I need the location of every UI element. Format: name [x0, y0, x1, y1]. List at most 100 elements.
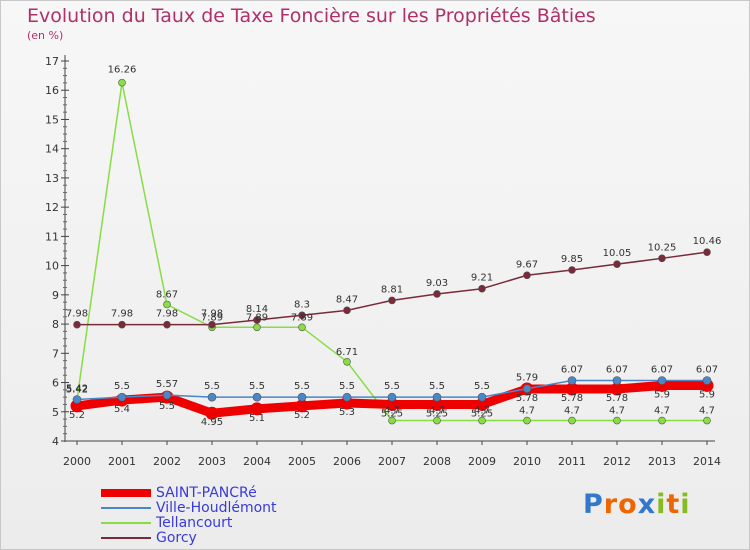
series-1-data-label: 5.5 [429, 381, 445, 392]
series-3-point [343, 306, 351, 315]
series-3-data-label: 10.05 [603, 248, 632, 259]
series-1-point [522, 384, 532, 393]
x-tick-label: 2013 [648, 455, 676, 468]
series-2-data-label: 4.7 [474, 406, 490, 417]
series-3-point [388, 296, 396, 305]
y-tick-label: 15 [45, 113, 59, 126]
series-2-data-label: 7.89 [201, 312, 223, 323]
series-0-data-label: 5.78 [606, 393, 628, 404]
series-2-data-label: 4.7 [654, 406, 670, 417]
logo-letter: i [656, 489, 667, 520]
legend-swatch [101, 522, 151, 524]
series-1-data-label: 6.07 [696, 364, 718, 375]
series-0-data-label: 5.2 [294, 410, 310, 421]
y-tick-label: 7 [52, 347, 59, 360]
series-3-data-label: 9.21 [471, 273, 493, 284]
x-tick-label: 2000 [63, 455, 91, 468]
series-2-data-label: 4.7 [384, 406, 400, 417]
x-tick-label: 2005 [288, 455, 316, 468]
x-tick-label: 2003 [198, 455, 226, 468]
series-3-point [433, 290, 441, 298]
legend-swatch [101, 489, 151, 497]
y-axis-unit-label: (en %) [27, 29, 64, 42]
x-tick-label: 2011 [558, 455, 586, 468]
series-3-point [568, 266, 576, 274]
series-0-data-label: 5.78 [516, 393, 538, 404]
series-1-data-label: 5.57 [156, 379, 178, 390]
y-tick-label: 6 [52, 377, 59, 390]
series-2-point [343, 357, 351, 366]
series-1-point [297, 392, 307, 402]
series-1-data-label: 5.5 [384, 381, 400, 392]
series-2-point [703, 416, 711, 425]
x-tick-label: 2007 [378, 455, 406, 468]
series-2-data-label: 4.7 [699, 406, 715, 417]
series-3-data-label: 7.98 [66, 309, 88, 320]
legend-label: Tellancourt [156, 515, 233, 531]
series-3-point [118, 320, 126, 329]
series-0-point [250, 402, 264, 416]
y-tick-label: 8 [52, 318, 59, 331]
series-2-data-label: 4.7 [429, 406, 445, 417]
y-tick-label: 16 [45, 84, 59, 97]
chart-title: Evolution du Taux de Taxe Foncière sur l… [27, 5, 596, 27]
y-tick-label: 17 [45, 55, 59, 68]
x-tick-label: 2006 [333, 455, 361, 468]
series-2-data-label: 8.67 [156, 289, 178, 300]
series-0-point [70, 399, 84, 413]
x-tick-label: 2008 [423, 455, 451, 468]
series-2-point [568, 416, 576, 425]
logo-letter: t [666, 489, 681, 520]
series-0-point [430, 397, 444, 411]
series-2-point [433, 416, 441, 425]
x-tick-label: 2001 [108, 455, 136, 468]
x-tick-label: 2010 [513, 455, 541, 468]
series-2-data-label: 7.89 [246, 312, 268, 323]
series-0-data-label: 5.4 [114, 404, 130, 415]
series-1-data-label: 6.07 [606, 364, 628, 375]
y-tick-label: 13 [45, 172, 59, 185]
logo-letter: r [603, 489, 619, 520]
series-1-data-label: 5.5 [249, 381, 265, 392]
series-3-point [523, 271, 531, 280]
series-0-data-label: 5.25 [426, 408, 448, 419]
x-tick-label: 2004 [243, 455, 271, 468]
series-3-point [703, 248, 711, 256]
series-1-data-label: 5.79 [516, 373, 538, 384]
x-tick-label: 2014 [693, 455, 721, 468]
series-0-data-label: 5.78 [561, 393, 583, 404]
legend-item: Gorcy [101, 530, 361, 546]
y-tick-label: 9 [52, 289, 59, 302]
series-3-data-label: 9.03 [426, 278, 448, 289]
series-0-data-label: 5.3 [339, 407, 355, 418]
legend-item: Tellancourt [101, 515, 361, 531]
series-3-data-label: 7.98 [156, 309, 178, 320]
series-2-data-label: 4.7 [564, 406, 580, 417]
series-3-data-label: 8.3 [294, 299, 310, 310]
series-3-data-label: 9.67 [516, 259, 538, 270]
series-0-point [205, 406, 219, 420]
series-0-data-label: 5.5 [159, 401, 175, 412]
series-2-data-label: 4.7 [609, 406, 625, 417]
series-2-data-label: 6.71 [336, 347, 358, 358]
y-tick-label: 12 [45, 201, 59, 214]
series-1-point [207, 392, 217, 402]
series-3-point [73, 320, 81, 329]
series-2-point [298, 323, 306, 332]
series-1-data-label: 6.07 [561, 364, 583, 375]
legend-swatch [101, 507, 151, 509]
series-0-data-label: 5.25 [471, 408, 493, 419]
logo-letter: o [618, 489, 638, 520]
series-2-point [118, 78, 126, 87]
series-1-data-label: 5.5 [474, 381, 490, 392]
series-1-point [72, 395, 82, 404]
series-3-point [658, 254, 666, 263]
x-tick-label: 2009 [468, 455, 496, 468]
series-2-point [613, 416, 621, 425]
logo-letter: i [680, 489, 691, 520]
series-3-point [613, 260, 621, 268]
series-2-data-label: 5.42 [66, 384, 88, 395]
series-3-data-label: 7.98 [201, 309, 223, 320]
